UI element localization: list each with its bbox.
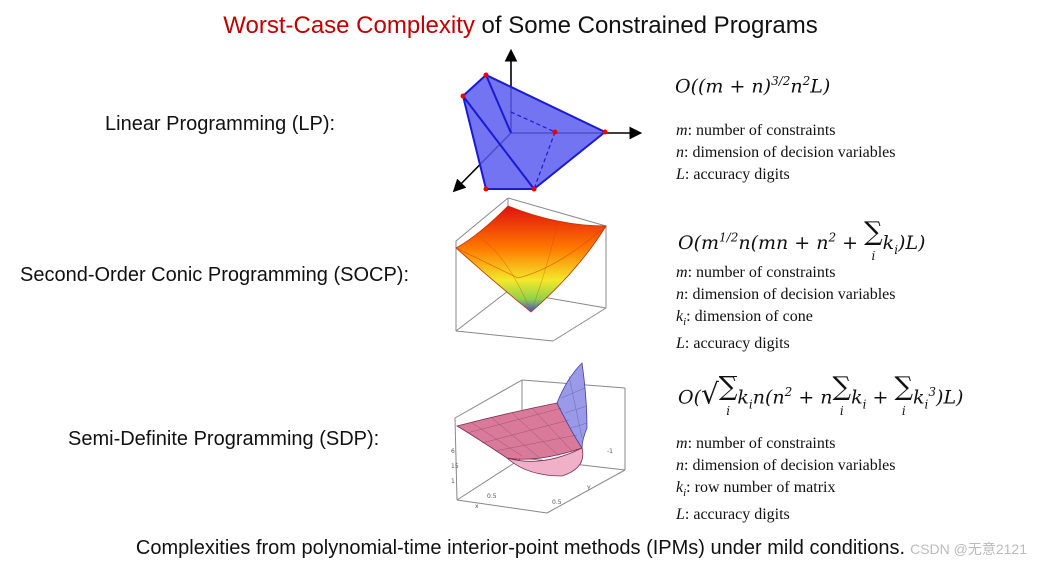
socp-label: Second-Order Conic Programming (SOCP): (20, 264, 410, 286)
lp-polytope-figure (452, 48, 643, 193)
svg-text:0.5: 0.5 (487, 493, 497, 500)
definition-item: n: dimension of decision variables (676, 457, 896, 474)
definition-item: m: number of constraints (676, 264, 836, 281)
definition-item: ki: row number of matrix (676, 479, 836, 500)
watermark: CSDN @无意2121 (910, 541, 1027, 557)
sdp-definitions: m: number of constraints n: dimension of… (676, 433, 896, 526)
definition-item: L: accuracy digits (676, 506, 790, 524)
title-rest: of Some Constrained Programs (474, 12, 818, 39)
socp-definitions: m: number of constraints n: dimension of… (676, 262, 896, 355)
svg-text:0.5: 0.5 (552, 499, 562, 506)
definition-item: L: accuracy digits (676, 335, 790, 353)
definition-item: m: number of constraints (676, 435, 836, 452)
lp-formula: O((m + n)3/2n2L) (675, 74, 831, 98)
svg-text:1: 1 (451, 478, 455, 485)
socp-cone-figure (455, 197, 607, 342)
title-highlight: Worst-Case Complexity (223, 12, 475, 39)
lp-label: Linear Programming (LP): (105, 113, 336, 135)
lp-definitions: m: number of constraints n: dimension of… (676, 120, 896, 186)
sdp-label: Semi-Definite Programming (SDP): (68, 428, 380, 450)
definition-item: L: accuracy digits (676, 166, 790, 183)
svg-text:-1: -1 (607, 448, 613, 455)
footer-note: Complexities from polynomial-time interi… (135, 537, 906, 559)
svg-text:Y: Y (586, 485, 591, 492)
svg-text:x: x (475, 503, 479, 510)
definition-item: n: dimension of decision variables (676, 286, 896, 303)
definition-item: n: dimension of decision variables (676, 144, 896, 161)
socp-formula: O(m1/2n(mn + n2 + ∑ iki)L) (678, 217, 926, 263)
sdp-formula: O(√∑ ikin(n2 + n∑ iki + ∑ iki3)L) (678, 374, 963, 421)
sdp-surface-figure: 6 15 1 0.5 0.5 Y -1 x (451, 362, 626, 514)
svg-text:6: 6 (451, 448, 455, 455)
definition-item: ki: dimension of cone (676, 308, 813, 329)
page-title: Worst-Case Complexity of Some Constraine… (0, 12, 1041, 40)
svg-text:15: 15 (451, 463, 459, 470)
definition-item: m: number of constraints (676, 122, 836, 139)
